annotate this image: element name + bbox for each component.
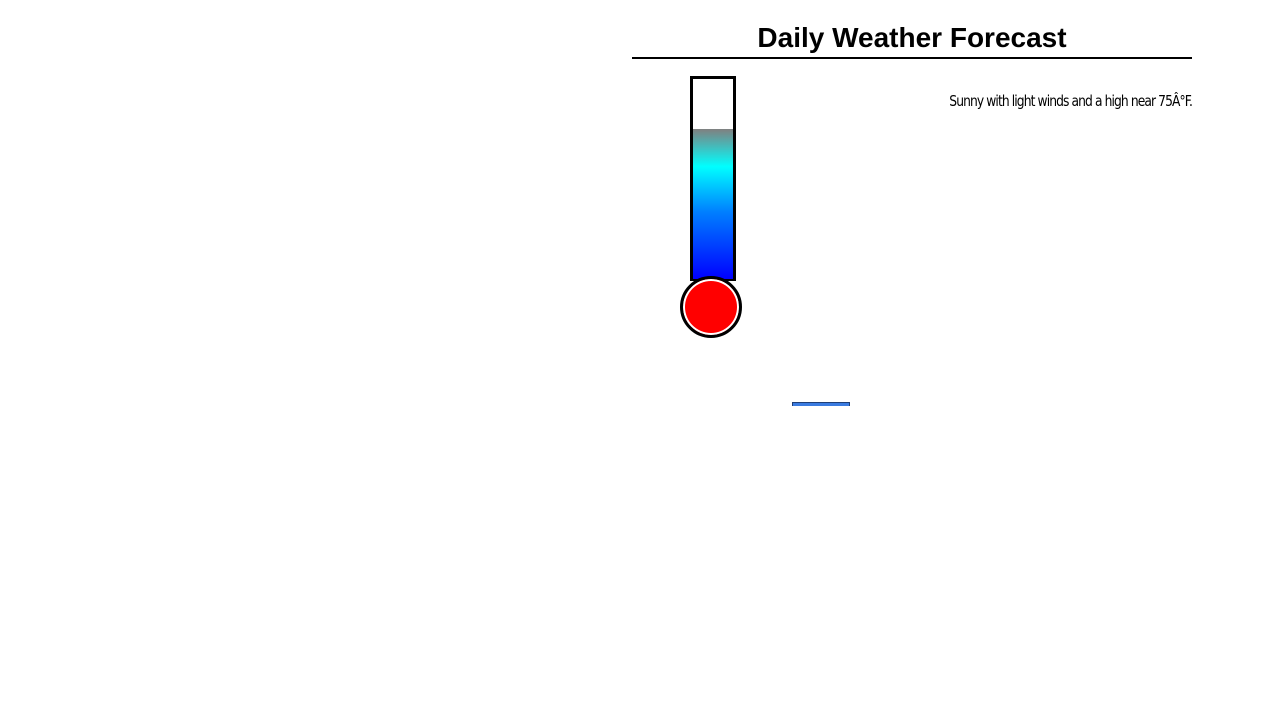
thermometer-level xyxy=(693,129,733,279)
thermometer-icon xyxy=(680,76,746,342)
forecast-description: Sunny with light winds and a high near 7… xyxy=(949,92,1193,110)
page-title: Daily Weather Forecast xyxy=(757,22,1067,53)
title-divider xyxy=(632,57,1192,59)
thermometer-bulb xyxy=(680,276,742,338)
thermometer-tube xyxy=(690,76,736,281)
forecast-panel: Daily Weather Forecast Sunny with light … xyxy=(632,0,1193,720)
forecast-button[interactable] xyxy=(792,402,850,406)
